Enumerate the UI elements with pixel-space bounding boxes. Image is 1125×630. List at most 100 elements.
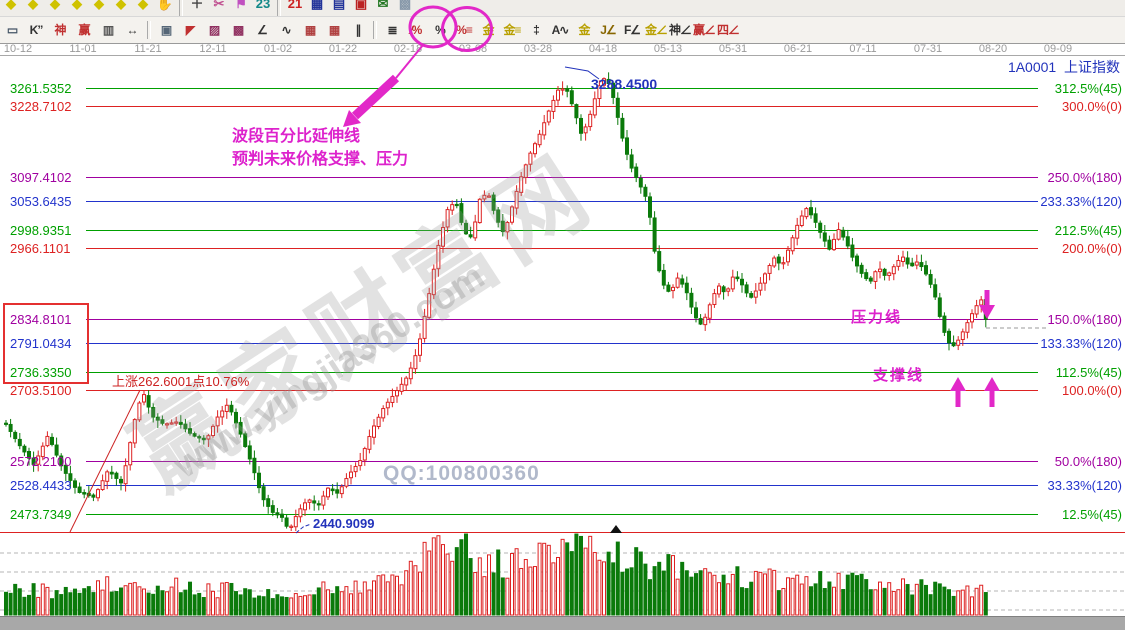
percent-level-label: 12.5%(45): [1062, 506, 1122, 522]
qq-watermark: QQ:100800360: [383, 462, 540, 485]
date-tick-label: 02-18: [393, 43, 423, 55]
date-tick-label: 11-21: [134, 43, 162, 55]
date-tick-label: 11-01: [69, 43, 97, 55]
cut-tool-icon[interactable]: ✂: [213, 0, 225, 11]
trend-lines-icon[interactable]: ∠: [257, 23, 268, 37]
wave-percent-extension-icon[interactable]: %≡: [456, 23, 473, 37]
price-level-label: 2998.9351: [10, 222, 72, 238]
price-level-label: 2528.4433: [10, 477, 72, 493]
date-tick-label: 10-12: [3, 43, 33, 55]
j-angle-icon[interactable]: J∠: [600, 23, 616, 37]
ying-angle-icon[interactable]: 赢∠: [692, 23, 716, 37]
k-line-tool-icon[interactable]: K”: [29, 23, 44, 37]
date-tick-label: 07-31: [913, 43, 943, 55]
percent-level-label: 33.33%(120): [1047, 477, 1122, 493]
workspace-diamond-7-icon[interactable]: ◆: [138, 0, 148, 11]
price-level-label: 3261.5352: [10, 80, 72, 96]
gold-circle-icon[interactable]: 金: [482, 23, 494, 37]
four-angle-icon[interactable]: 四∠: [716, 23, 740, 37]
workspace-diamond-5-icon[interactable]: ◆: [94, 0, 104, 11]
percent-icon[interactable]: %: [435, 23, 446, 37]
slash-percent-icon[interactable]: ⁄%: [410, 23, 423, 37]
price-level-label: 2966.1101: [10, 240, 71, 256]
matrix-icon[interactable]: ▦: [310, 0, 324, 11]
wave-measure-line: [69, 389, 141, 533]
price-level-label: 3053.6435: [10, 193, 72, 209]
price-level-label: 3097.4102: [10, 169, 72, 185]
notepad-icon[interactable]: ▤: [332, 0, 346, 11]
bag-icon[interactable]: ▩: [398, 0, 412, 11]
support-line-label: 支撑线: [873, 367, 925, 384]
percent-level-label: 133.33%(120): [1040, 335, 1122, 351]
ying-tool-icon[interactable]: 赢: [78, 23, 90, 37]
calendar-23-icon[interactable]: 23: [255, 0, 271, 11]
date-tick-label: 07-11: [849, 43, 877, 55]
price-level-label: 2736.3350: [10, 364, 72, 380]
price-level-label: 2703.5100: [10, 382, 72, 398]
wave-band-icon[interactable]: A∿: [551, 23, 570, 37]
price-pointer-icon[interactable]: ‡: [533, 23, 540, 37]
price-level-label: 2473.7349: [10, 506, 72, 522]
crosshair-icon[interactable]: ＋: [190, 0, 204, 11]
f-angle-icon[interactable]: F∠: [623, 23, 641, 37]
toolbar-separator: [277, 0, 281, 16]
price-level-label: 3228.7102: [10, 98, 72, 114]
date-tick-label: 12-11: [199, 43, 227, 55]
date-tick-label: 09-09: [1043, 43, 1073, 55]
pressure-line-label: 压力线: [851, 309, 903, 326]
date-axis: 10-12 11-01 11-21 12-11 01-02 01-22 02-18 03-08…: [0, 43, 1125, 56]
percent-level-label: 312.5%(45): [1054, 80, 1122, 96]
workspace-diamond-2-icon[interactable]: ◆: [28, 0, 38, 11]
mail-icon[interactable]: ✉: [377, 0, 389, 11]
price-level-label: 2834.8101: [10, 311, 72, 327]
rect-tool-icon[interactable]: ▣: [160, 23, 172, 37]
toolbar-separator: [179, 0, 183, 16]
percent-level-label: 50.0%(180): [1054, 453, 1122, 469]
gann-box-icon[interactable]: ▨: [208, 23, 220, 37]
gold-lines-icon[interactable]: 金≡: [503, 23, 521, 37]
hand-tool-icon[interactable]: ✋: [156, 0, 174, 11]
symbol-code: 1A0001: [1007, 59, 1057, 75]
grid-axis-icon[interactable]: ▦: [328, 23, 340, 37]
calendar-21-icon[interactable]: 21: [287, 0, 303, 11]
toolbar-row-2: ▭ K” 神赢 ▥ ↔ ▣ ◤ ▨ ▩ ∠ ∿ ▦ ▦ ∥ ≣ ⁄%% %≡ 金金≡ ‡ A∿ 金 J∠ F∠ 金∠ 神∠ 赢∠ 四…: [0, 16, 1125, 44]
symbol-title: 1A0001 上证指数: [1008, 57, 1120, 77]
parallel-lines-icon[interactable]: ∥: [355, 23, 362, 37]
price-highlight-box: [3, 303, 89, 384]
fan-lines-icon[interactable]: ◤: [185, 23, 195, 37]
gold-underline-icon[interactable]: 金: [578, 23, 590, 37]
wave-rise-info: 上涨262.6001点10.76%: [112, 374, 250, 389]
percent-level-label: 300.0%(0): [1062, 98, 1122, 114]
date-tick-label: 03-08: [458, 43, 488, 55]
workspace-diamond-6-icon[interactable]: ◆: [116, 0, 126, 11]
percent-level-label: 112.5%(45): [1055, 364, 1122, 380]
workspace-diamond-4-icon[interactable]: ◆: [72, 0, 82, 11]
shen-tool-icon[interactable]: 神: [54, 23, 66, 37]
ruler-grid-icon[interactable]: ▥: [102, 23, 114, 37]
bottom-scroll-strip[interactable]: [0, 616, 1125, 630]
flag-tool-icon[interactable]: ⚑: [235, 0, 247, 11]
price-scale-icon[interactable]: ≣: [387, 23, 397, 37]
workspace-diamond-3-icon[interactable]: ◆: [50, 0, 60, 11]
measure-width-icon[interactable]: ↔: [126, 23, 139, 37]
percent-level-label: 250.0%(180): [1047, 169, 1122, 185]
peak-price-label: 3288.4500: [591, 76, 658, 92]
save-icon[interactable]: ▣: [354, 0, 368, 11]
grid-tool-icon[interactable]: ▦: [304, 23, 316, 37]
gann-square-icon[interactable]: ▩: [232, 23, 244, 37]
low-price-label: 2440.9099: [313, 516, 375, 531]
frame-tool-icon[interactable]: ▭: [6, 23, 18, 37]
shen-angle-icon[interactable]: 神∠: [668, 23, 692, 37]
gold-angle-icon[interactable]: 金∠: [644, 23, 668, 37]
price-level-label: 2791.0434: [10, 335, 72, 351]
date-tick-label: 08-20: [978, 43, 1008, 55]
candlestick-series: [4, 72, 988, 531]
percent-level-label: 100.0%(0): [1062, 382, 1122, 398]
date-tick-label: 06-21: [783, 43, 813, 55]
workspace-diamond-1-icon[interactable]: ◆: [6, 0, 16, 11]
price-level-label: 2572.2100: [10, 453, 72, 469]
toolbar-row-1: ◆ ◆ ◆ ◆ ◆ ◆ ◆ ✋ ＋ ✂ ⚑ 23 21 ▦ ▤ ▣ ✉ ▩: [0, 0, 1125, 16]
percent-level-label: 200.0%(0): [1062, 240, 1122, 256]
zigzag-icon[interactable]: ∿: [281, 23, 291, 37]
